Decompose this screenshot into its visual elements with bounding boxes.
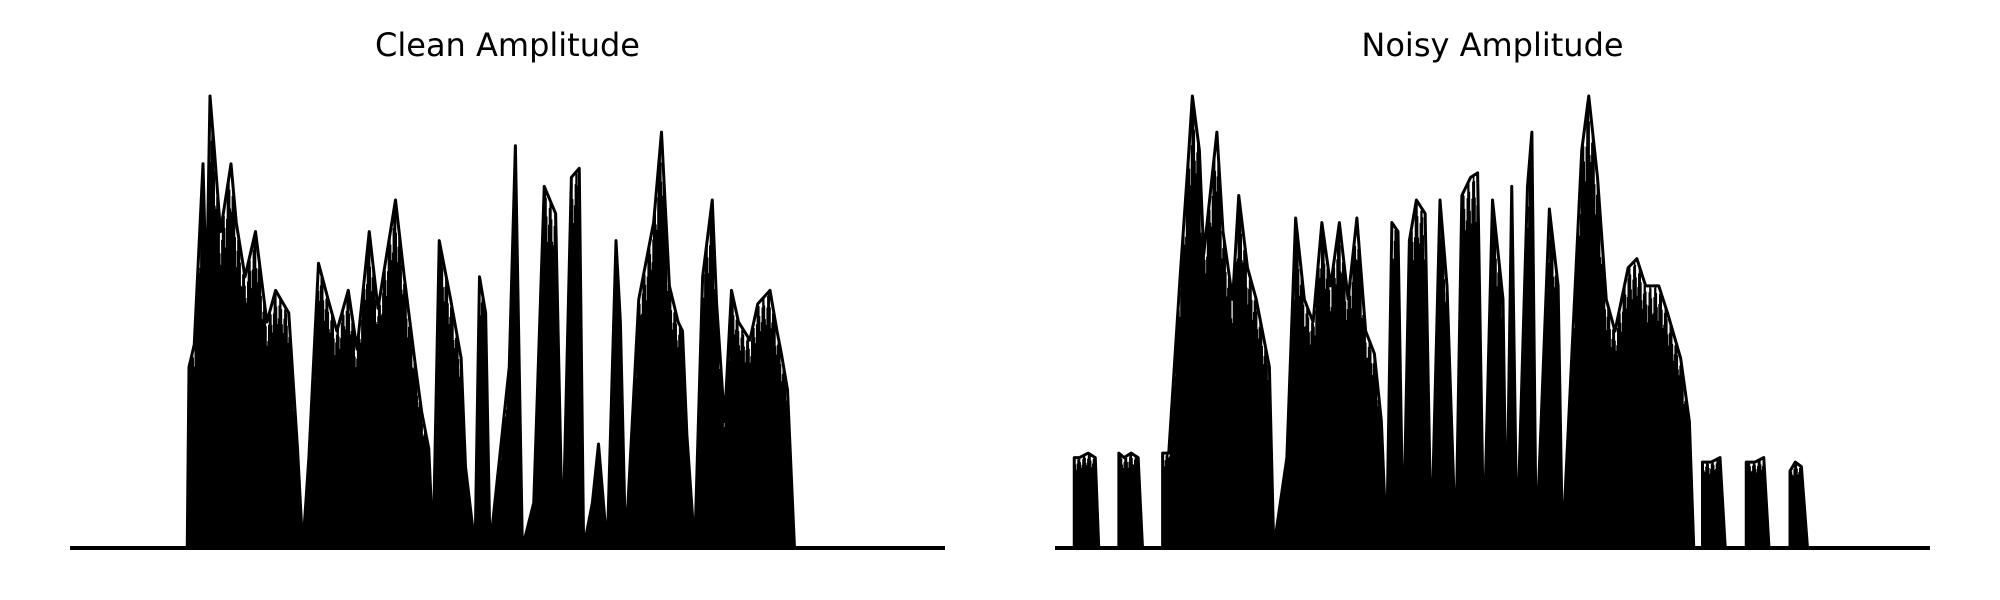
clean-amplitude-panel: Clean Amplitude — [70, 0, 945, 600]
clean-amplitude-plot — [70, 0, 945, 600]
amplitude-waveform — [188, 129, 794, 548]
noisy-amplitude-panel: Noisy Amplitude — [1055, 0, 1930, 600]
noisy-amplitude-plot — [1055, 0, 1930, 600]
amplitude-waveform — [1075, 101, 1807, 548]
